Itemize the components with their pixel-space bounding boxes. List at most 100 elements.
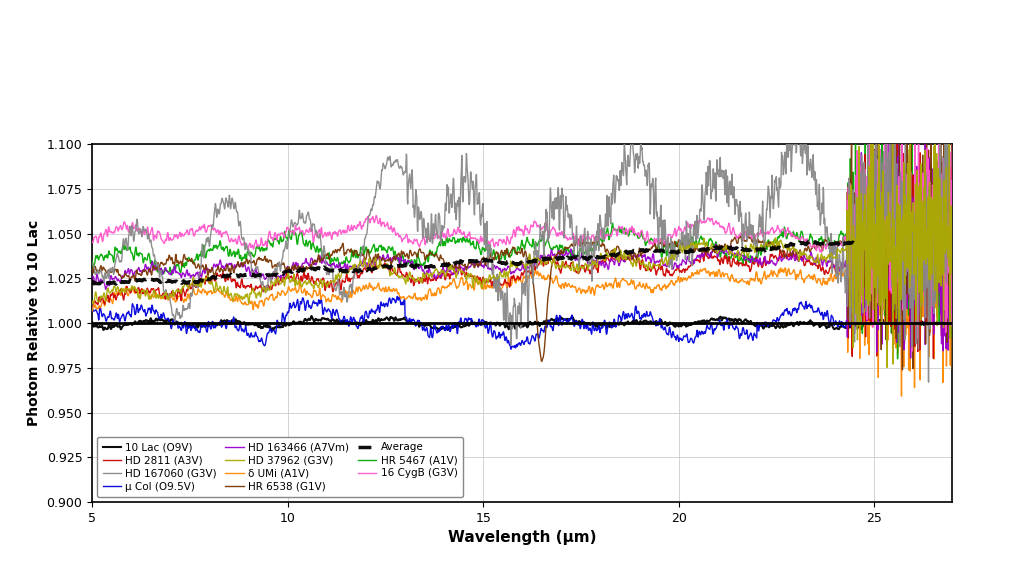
Average — [96, 281, 109, 288]
HD 167060 (G3V) — [111, 254, 123, 261]
HD 37962 (G3V) — [188, 281, 201, 288]
Average — [804, 238, 816, 245]
δ UMi (A1V) — [895, 392, 907, 399]
Y-axis label: Photom Relative to 10 Lac: Photom Relative to 10 Lac — [27, 220, 41, 426]
μ Col (O9.5V) — [270, 324, 283, 331]
Line: Average: Average — [92, 242, 855, 284]
δ UMi (A1V) — [792, 273, 804, 280]
HD 37962 (G3V) — [867, 116, 880, 123]
Average — [237, 272, 249, 279]
Average — [307, 265, 319, 272]
10 Lac (O9V) — [86, 319, 98, 326]
HR 5467 (A1V) — [588, 245, 600, 252]
16 CygB (G3V) — [882, 87, 894, 93]
HR 5467 (A1V) — [946, 334, 958, 340]
μ Col (O9.5V) — [505, 346, 517, 353]
HD 163466 (A7Vm) — [588, 257, 600, 264]
HD 2811 (A3V) — [188, 282, 201, 289]
δ UMi (A1V) — [946, 365, 958, 372]
16 CygB (G3V) — [681, 219, 693, 226]
HR 6538 (G1V) — [188, 259, 201, 266]
HD 163466 (A7Vm) — [889, 122, 901, 129]
Line: HD 163466 (A7Vm): HD 163466 (A7Vm) — [92, 126, 952, 358]
HD 2811 (A3V) — [588, 265, 600, 272]
HD 167060 (G3V) — [828, 249, 841, 256]
HD 163466 (A7Vm) — [86, 274, 98, 281]
10 Lac (O9V) — [793, 321, 805, 328]
HD 37962 (G3V) — [588, 260, 600, 267]
HR 6538 (G1V) — [946, 220, 958, 227]
HD 37962 (G3V) — [86, 297, 98, 304]
HD 167060 (G3V) — [923, 379, 935, 385]
10 Lac (O9V) — [111, 321, 123, 328]
Line: HD 37962 (G3V): HD 37962 (G3V) — [92, 119, 952, 368]
μ Col (O9.5V) — [307, 298, 319, 305]
HD 37962 (G3V) — [681, 245, 693, 252]
16 CygB (G3V) — [946, 148, 958, 155]
16 CygB (G3V) — [588, 233, 600, 239]
Line: HR 6538 (G1V): HR 6538 (G1V) — [92, 98, 952, 370]
δ UMi (A1V) — [828, 272, 841, 279]
HR 5467 (A1V) — [892, 355, 904, 362]
HD 163466 (A7Vm) — [946, 211, 958, 218]
Average — [270, 271, 283, 278]
HR 6538 (G1V) — [681, 242, 693, 249]
δ UMi (A1V) — [885, 155, 897, 162]
10 Lac (O9V) — [682, 322, 694, 329]
HR 6538 (G1V) — [905, 95, 918, 102]
HD 167060 (G3V) — [681, 245, 693, 252]
δ UMi (A1V) — [86, 308, 98, 314]
HD 2811 (A3V) — [86, 299, 98, 306]
10 Lac (O9V) — [828, 325, 841, 332]
X-axis label: Wavelength (μm): Wavelength (μm) — [447, 530, 597, 545]
HR 6538 (G1V) — [588, 241, 600, 248]
HD 167060 (G3V) — [86, 261, 98, 268]
HR 5467 (A1V) — [828, 237, 841, 244]
HR 6538 (G1V) — [896, 366, 908, 373]
Average — [849, 238, 861, 245]
HD 2811 (A3V) — [792, 256, 804, 263]
μ Col (O9.5V) — [86, 301, 98, 308]
HR 6538 (G1V) — [111, 268, 123, 275]
μ Col (O9.5V) — [849, 320, 861, 327]
10 Lac (O9V) — [588, 321, 600, 328]
HD 167060 (G3V) — [588, 240, 600, 247]
δ UMi (A1V) — [588, 287, 600, 294]
HD 163466 (A7Vm) — [111, 275, 123, 282]
Line: HD 2811 (A3V): HD 2811 (A3V) — [92, 123, 952, 358]
HR 5467 (A1V) — [906, 112, 919, 119]
HR 5467 (A1V) — [681, 237, 693, 243]
Average — [280, 268, 292, 275]
16 CygB (G3V) — [792, 234, 804, 241]
16 CygB (G3V) — [111, 223, 123, 230]
HD 167060 (G3V) — [792, 141, 804, 148]
Average — [545, 255, 557, 262]
HD 163466 (A7Vm) — [792, 256, 804, 263]
Line: μ Col (O9.5V): μ Col (O9.5V) — [92, 297, 855, 349]
HR 5467 (A1V) — [86, 257, 98, 264]
16 CygB (G3V) — [828, 240, 841, 247]
δ UMi (A1V) — [188, 290, 201, 297]
HD 163466 (A7Vm) — [681, 253, 693, 260]
HD 2811 (A3V) — [828, 263, 841, 270]
Line: HD 167060 (G3V): HD 167060 (G3V) — [92, 58, 952, 382]
μ Col (O9.5V) — [465, 316, 477, 323]
HD 37962 (G3V) — [828, 254, 841, 261]
10 Lac (O9V) — [188, 324, 201, 331]
HD 2811 (A3V) — [681, 266, 693, 273]
Legend: 10 Lac (O9V), HD 2811 (A3V), HD 167060 (G3V), μ Col (O9.5V), HD 163466 (A7Vm), H: 10 Lac (O9V), HD 2811 (A3V), HD 167060 (… — [97, 437, 463, 497]
16 CygB (G3V) — [188, 233, 201, 239]
HD 167060 (G3V) — [946, 164, 958, 171]
HD 37962 (G3V) — [111, 287, 123, 294]
HD 163466 (A7Vm) — [188, 273, 201, 280]
HD 2811 (A3V) — [946, 276, 958, 283]
16 CygB (G3V) — [86, 238, 98, 245]
μ Col (O9.5V) — [279, 316, 291, 323]
Line: 10 Lac (O9V): 10 Lac (O9V) — [92, 316, 952, 331]
μ Col (O9.5V) — [545, 323, 557, 329]
HD 167060 (G3V) — [945, 54, 957, 61]
HD 37962 (G3V) — [792, 252, 804, 258]
μ Col (O9.5V) — [237, 325, 249, 332]
HR 6538 (G1V) — [828, 239, 841, 246]
Line: 16 CygB (G3V): 16 CygB (G3V) — [92, 90, 952, 351]
